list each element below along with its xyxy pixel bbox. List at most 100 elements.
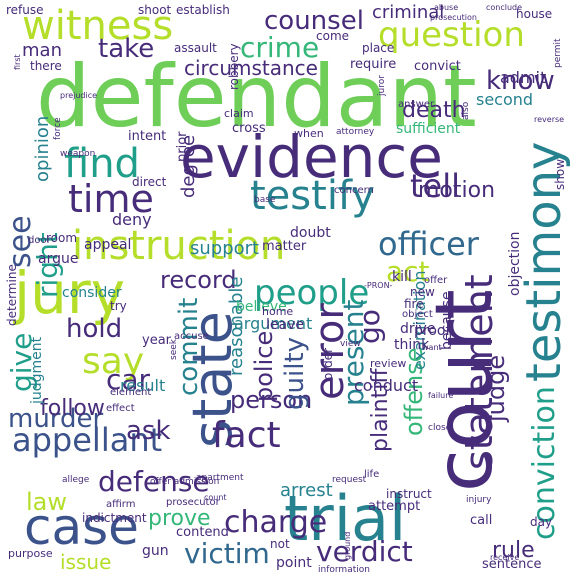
word: prove <box>148 506 211 531</box>
word: judge <box>482 354 510 422</box>
word: criminal <box>372 2 445 23</box>
word: officer <box>378 225 479 263</box>
word: people <box>254 273 370 313</box>
word: indictment <box>82 511 147 525</box>
word: house <box>516 7 553 21</box>
word: trial <box>284 482 407 555</box>
word: prior <box>175 131 190 162</box>
word: robbery <box>227 43 241 90</box>
word: try <box>110 299 127 313</box>
word: count <box>204 493 227 502</box>
word: instruction <box>72 223 286 269</box>
word: point <box>276 555 312 571</box>
word: motion <box>418 178 496 203</box>
word: first <box>13 54 22 70</box>
word: find <box>64 141 140 187</box>
word: want <box>422 343 442 352</box>
word: ask <box>126 416 171 446</box>
word: request <box>332 475 367 485</box>
word: refuse <box>6 3 44 17</box>
word: know <box>486 66 555 96</box>
word: think <box>394 337 430 353</box>
word: seek <box>169 339 179 360</box>
word: convict <box>414 59 461 74</box>
word: follow <box>40 396 105 421</box>
word: verdict <box>316 535 413 568</box>
word: conduct <box>354 376 419 395</box>
word: come <box>316 29 350 43</box>
word: weapon <box>60 149 96 159</box>
word: say <box>82 341 145 382</box>
word: information <box>318 565 370 575</box>
word: consider <box>62 285 122 301</box>
word: tell <box>410 167 461 205</box>
word: hold <box>66 314 123 344</box>
word: call <box>470 513 493 528</box>
word: require <box>350 57 397 72</box>
word: deny <box>112 210 152 229</box>
word: appellant <box>12 421 163 459</box>
word: appeal <box>84 237 132 253</box>
word: intent <box>128 129 167 144</box>
word: force <box>53 117 63 140</box>
word: testify <box>250 173 375 219</box>
word: door <box>28 235 51 246</box>
word: defendant <box>36 47 477 147</box>
word: juror <box>377 75 387 96</box>
word: answer <box>398 99 435 110</box>
word: -PRON- <box>364 281 393 290</box>
word: permit <box>553 38 563 68</box>
word: matter <box>262 239 307 254</box>
word: admit <box>500 68 547 87</box>
word: cross <box>232 121 266 136</box>
word: leave <box>266 317 304 333</box>
word: offer admission <box>150 477 220 487</box>
word: opinion <box>32 115 53 182</box>
word: believe <box>236 299 287 315</box>
word: apartment <box>196 473 244 483</box>
word: counsel <box>264 6 364 36</box>
word: place <box>362 41 395 55</box>
word: death <box>402 98 466 123</box>
word: act <box>386 255 430 288</box>
word: time <box>68 177 154 221</box>
word: review <box>370 357 407 370</box>
word: result <box>120 376 166 395</box>
word: support <box>190 238 260 259</box>
word: guilty <box>280 336 310 410</box>
word: jury <box>14 259 126 327</box>
word: take <box>98 34 155 64</box>
word: purpose <box>8 547 53 560</box>
word: sufficient <box>396 121 461 137</box>
word: not <box>270 537 290 551</box>
word: home <box>262 305 294 318</box>
word: conclude <box>486 3 523 12</box>
word: element <box>110 387 152 398</box>
word: prosecutor <box>166 497 220 508</box>
word: base <box>254 195 276 205</box>
word: shoot <box>138 3 172 17</box>
word: allege <box>62 475 90 485</box>
word: order <box>321 348 335 380</box>
word: direct <box>132 175 167 189</box>
word: effect <box>106 403 135 414</box>
word: abuse <box>434 3 459 12</box>
word: argue <box>38 251 79 267</box>
word: new <box>410 285 435 299</box>
word: object <box>402 309 433 320</box>
word: murder <box>8 404 104 434</box>
word: defense <box>98 465 210 498</box>
word: assault <box>174 41 217 55</box>
word: evidence <box>180 123 443 191</box>
word: argument <box>234 314 313 333</box>
word: day <box>530 515 553 529</box>
word: also <box>461 101 471 120</box>
word: failure <box>428 391 454 400</box>
word: crime <box>240 31 320 64</box>
word: judgment <box>29 336 45 404</box>
word: claim <box>224 107 254 120</box>
word: second <box>476 90 534 109</box>
word: sentence <box>482 557 542 572</box>
word: gun <box>142 543 169 559</box>
